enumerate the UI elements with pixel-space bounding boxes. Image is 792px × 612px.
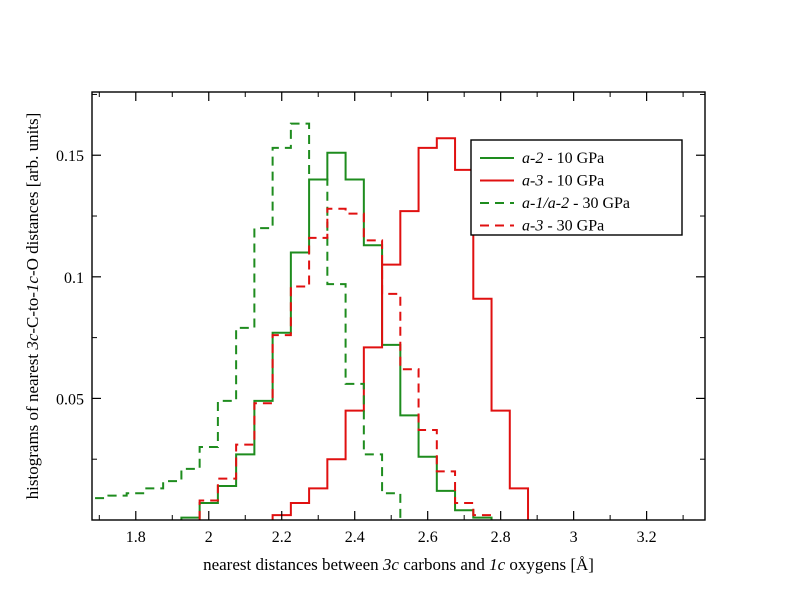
x-tick-label: 1.8: [126, 529, 146, 546]
series-2: [92, 122, 402, 520]
legend-label: a-3 - 30 GPa: [522, 218, 604, 235]
y-tick-label: 0.1: [64, 270, 84, 287]
x-tick-label: 2.2: [272, 529, 292, 546]
series-layer: [92, 122, 530, 520]
x-tick-label: 3: [570, 529, 578, 546]
y-tick-label: 0.05: [56, 391, 84, 408]
series-line: [198, 207, 493, 520]
x-axis-title: nearest distances between 3c carbons and…: [203, 555, 594, 574]
x-tick-label: 3.2: [637, 529, 657, 546]
legend-box: [470, 139, 683, 236]
series-3: [198, 207, 493, 520]
plot-frame: [91, 91, 706, 521]
series-line: [271, 137, 530, 520]
x-tick-label: 2: [205, 529, 213, 546]
y-axis-title: histograms of nearest 3c-C-to-1c-O dista…: [23, 113, 42, 500]
ticks-layer: 1.8 2 2.2 2.4 2.6 2.8 3 3.2 0.05 0.1 0.15: [56, 92, 705, 546]
legend-label: a-1/a-2 - 30 GPa: [522, 195, 630, 212]
series-0: [180, 151, 493, 520]
y-tick-label: 0.15: [56, 148, 84, 165]
x-tick-label: 2.4: [345, 529, 365, 546]
x-tick-label: 2.8: [491, 529, 511, 546]
series-line: [180, 151, 493, 520]
series-line: [92, 122, 402, 520]
series-1: [271, 137, 530, 520]
legend-label: a-3 - 10 GPa: [522, 173, 604, 190]
legend: a-2 - 10 GPa a-3 - 10 GPa a-1/a-2 - 30 GPa…: [470, 139, 683, 236]
x-tick-label: 2.6: [418, 529, 438, 546]
legend-label: a-2 - 10 GPa: [522, 150, 604, 167]
